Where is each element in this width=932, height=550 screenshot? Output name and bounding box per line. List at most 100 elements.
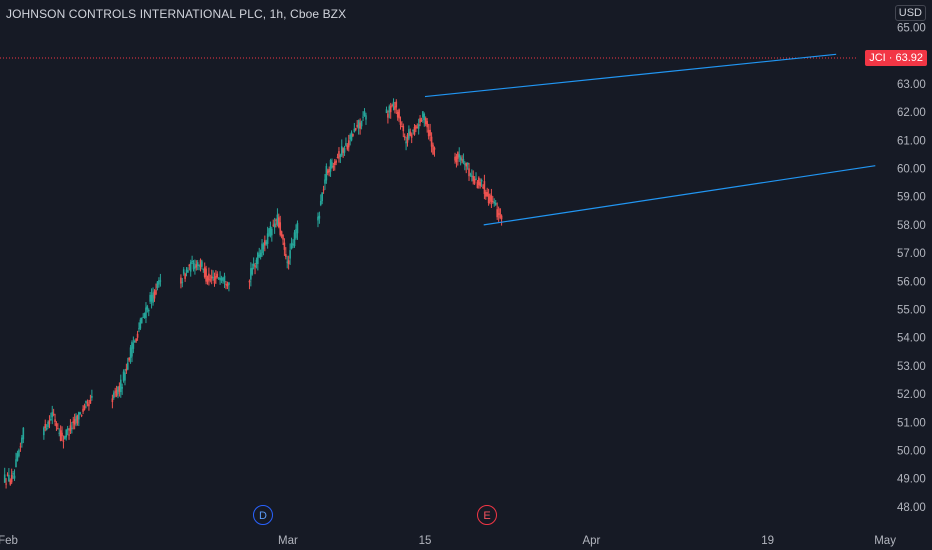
y-tick-label: 48.00	[897, 502, 926, 514]
candle-body	[290, 242, 293, 249]
trendline-lower-channel[interactable]	[483, 165, 876, 226]
candle-body	[189, 262, 192, 272]
candle-body	[492, 201, 494, 203]
candle-body	[215, 276, 217, 279]
candle-body	[181, 281, 184, 283]
candle-body	[152, 292, 154, 303]
last-price-tag: JCI · 63.92	[865, 50, 927, 66]
candle-body	[332, 165, 335, 168]
candle-body	[250, 268, 252, 280]
candle-body	[52, 413, 55, 415]
candle-body	[159, 280, 162, 282]
candle-body	[317, 216, 319, 221]
trendline-upper-channel[interactable]	[424, 53, 837, 98]
candle-body	[213, 278, 216, 284]
candle-body	[276, 214, 279, 225]
candle-body	[485, 191, 487, 197]
candle-body	[153, 291, 156, 299]
candle-body	[475, 178, 477, 180]
candle-body	[145, 307, 147, 319]
candle-body	[187, 270, 189, 273]
candle-body	[296, 222, 299, 234]
candle-body	[91, 395, 93, 398]
candle-body	[391, 104, 393, 106]
y-tick-label: 60.00	[897, 164, 926, 176]
candle-body	[279, 222, 282, 235]
y-tick-label: 59.00	[897, 192, 926, 204]
candle-body	[80, 415, 83, 417]
candle-body	[86, 402, 89, 404]
y-tick-label: 52.00	[897, 389, 926, 401]
candle-body	[59, 430, 62, 441]
candle-body	[125, 368, 128, 371]
candle-body	[354, 128, 357, 131]
candle-body	[62, 440, 65, 442]
candle-body	[413, 127, 416, 135]
candle-body	[115, 389, 118, 396]
candle-body	[429, 129, 431, 136]
candle-body	[342, 148, 344, 153]
candle-body	[426, 121, 428, 128]
currency-label[interactable]: USD	[894, 5, 926, 21]
candle-body	[427, 130, 430, 137]
candle-body	[278, 217, 280, 228]
candle-body	[345, 143, 347, 146]
candle-body	[412, 129, 414, 132]
candle-body	[16, 453, 19, 461]
candle-body	[496, 209, 498, 218]
y-tick-label: 58.00	[897, 220, 926, 232]
candle-body	[333, 161, 336, 166]
candle-body	[220, 277, 223, 281]
candle-body	[188, 264, 191, 267]
candle-body	[396, 111, 399, 118]
candle-body	[265, 241, 268, 245]
candle-body	[89, 399, 92, 404]
candle-body	[71, 427, 73, 430]
candle-body	[55, 423, 58, 427]
candle-body	[138, 328, 140, 330]
candle-body	[258, 254, 261, 257]
candlesticks	[3, 98, 503, 489]
candle-body	[82, 408, 84, 412]
x-tick-label: Feb	[0, 535, 18, 547]
candle-body	[328, 169, 330, 173]
candle-body	[269, 226, 272, 236]
candle-body	[388, 106, 391, 113]
candle-body	[128, 357, 130, 361]
time-axis[interactable]: FebMar15Apr19May101724Jun	[0, 535, 932, 547]
candle-body	[255, 259, 258, 265]
candle-body	[210, 276, 213, 279]
price-axis[interactable]: 48.00 49.00 50.00 51.00 52.00 53.00 54.00 55.00…	[897, 23, 926, 514]
candle-body	[146, 306, 149, 310]
candle-body	[133, 340, 136, 343]
candle-body	[282, 234, 284, 240]
candle-body	[289, 250, 291, 259]
candle-body	[66, 428, 69, 431]
earnings-event-marker[interactable]: E	[477, 505, 497, 525]
candle-body	[273, 223, 276, 228]
candle-body	[254, 265, 256, 268]
candle-body	[79, 412, 82, 414]
candle-body	[8, 474, 10, 481]
candle-body	[135, 338, 137, 342]
candle-body	[212, 277, 214, 279]
candle-body	[121, 387, 123, 389]
candle-body	[478, 177, 480, 186]
candle-body	[6, 474, 9, 476]
candle-body	[365, 115, 367, 120]
candle-body	[13, 475, 16, 479]
trendlines[interactable]	[424, 53, 876, 226]
candle-body	[22, 427, 25, 440]
candle-body	[472, 176, 475, 182]
candle-body	[191, 260, 193, 263]
dividend-event-marker[interactable]: D	[253, 505, 273, 525]
candle-body	[136, 333, 139, 338]
candle-body	[73, 419, 76, 425]
x-tick-label: Apr	[582, 535, 600, 547]
y-tick-label: 65.00	[897, 23, 926, 35]
candle-body	[402, 125, 405, 132]
candle-body	[417, 124, 420, 129]
candle-body	[465, 162, 468, 167]
candle-body	[261, 243, 263, 254]
